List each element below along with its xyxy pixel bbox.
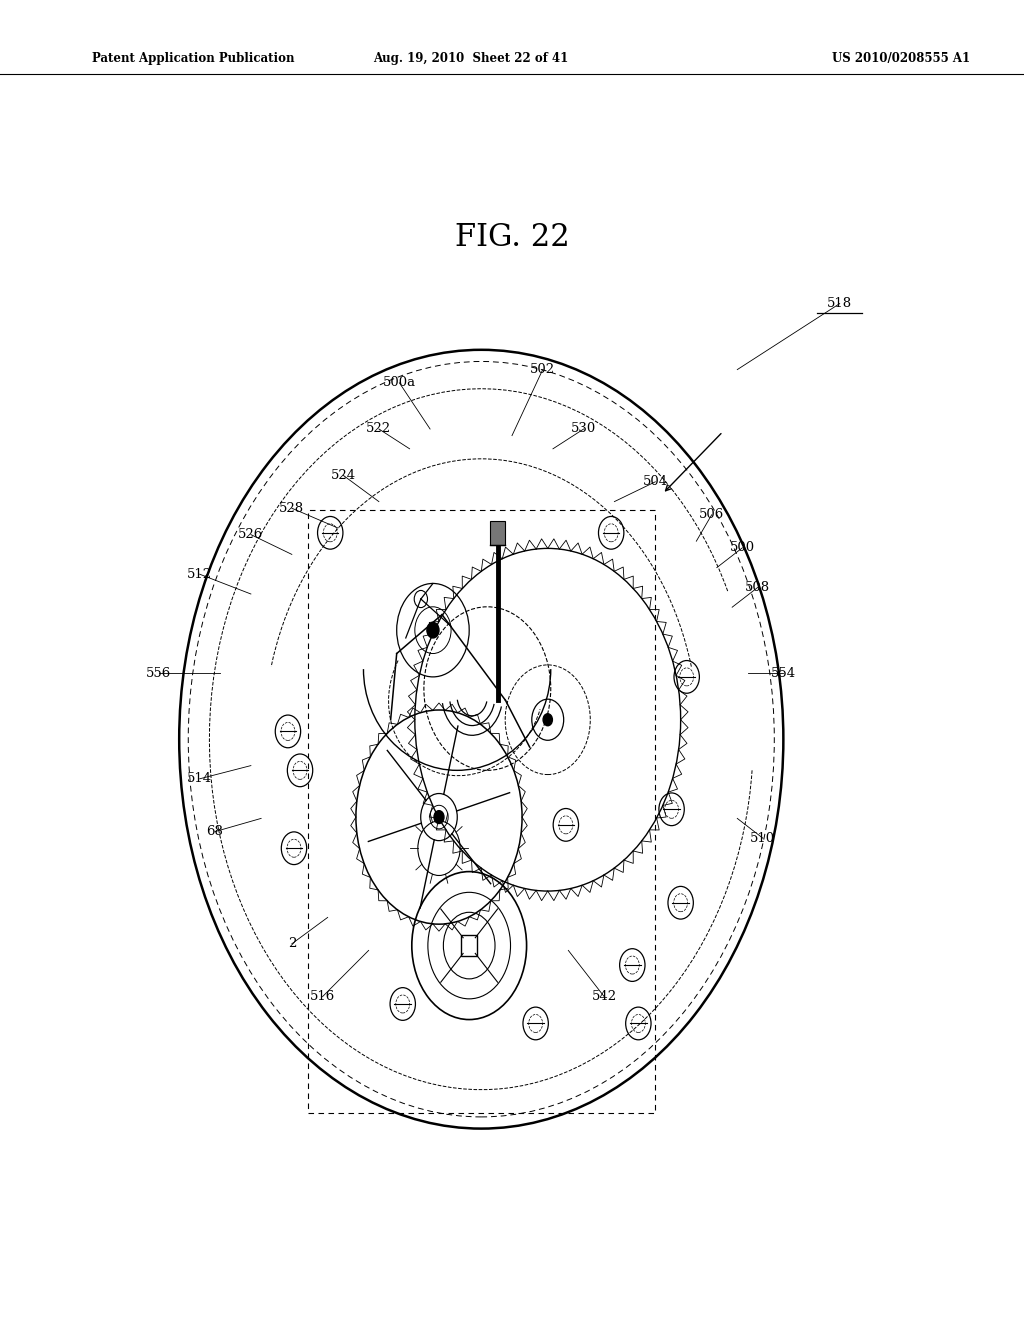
Circle shape bbox=[427, 623, 439, 638]
Text: 500: 500 bbox=[730, 541, 755, 554]
Text: 506: 506 bbox=[699, 508, 724, 521]
Text: 524: 524 bbox=[331, 469, 355, 482]
Text: 526: 526 bbox=[239, 528, 263, 541]
Circle shape bbox=[434, 810, 444, 824]
Text: 530: 530 bbox=[571, 422, 596, 436]
Text: 508: 508 bbox=[745, 581, 770, 594]
Text: Aug. 19, 2010  Sheet 22 of 41: Aug. 19, 2010 Sheet 22 of 41 bbox=[374, 51, 568, 65]
Text: 2: 2 bbox=[288, 937, 296, 950]
Bar bbox=[307, 510, 655, 1113]
Text: 512: 512 bbox=[187, 568, 212, 581]
Text: 522: 522 bbox=[367, 422, 391, 436]
Text: 502: 502 bbox=[530, 363, 555, 376]
Text: US 2010/0208555 A1: US 2010/0208555 A1 bbox=[833, 51, 970, 65]
Text: FIG. 22: FIG. 22 bbox=[455, 222, 569, 253]
Text: Patent Application Publication: Patent Application Publication bbox=[92, 51, 295, 65]
Circle shape bbox=[543, 714, 552, 726]
Text: 510: 510 bbox=[751, 832, 775, 845]
Bar bbox=[461, 936, 477, 956]
Text: 504: 504 bbox=[643, 475, 668, 488]
Text: 556: 556 bbox=[146, 667, 171, 680]
Text: 542: 542 bbox=[592, 990, 616, 1003]
Text: 68: 68 bbox=[207, 825, 223, 838]
Bar bbox=[490, 521, 506, 544]
Text: 528: 528 bbox=[280, 502, 304, 515]
Text: 554: 554 bbox=[771, 667, 796, 680]
Text: 516: 516 bbox=[310, 990, 335, 1003]
Text: 514: 514 bbox=[187, 772, 212, 785]
Text: 518: 518 bbox=[827, 297, 852, 310]
Text: 500a: 500a bbox=[383, 376, 416, 389]
